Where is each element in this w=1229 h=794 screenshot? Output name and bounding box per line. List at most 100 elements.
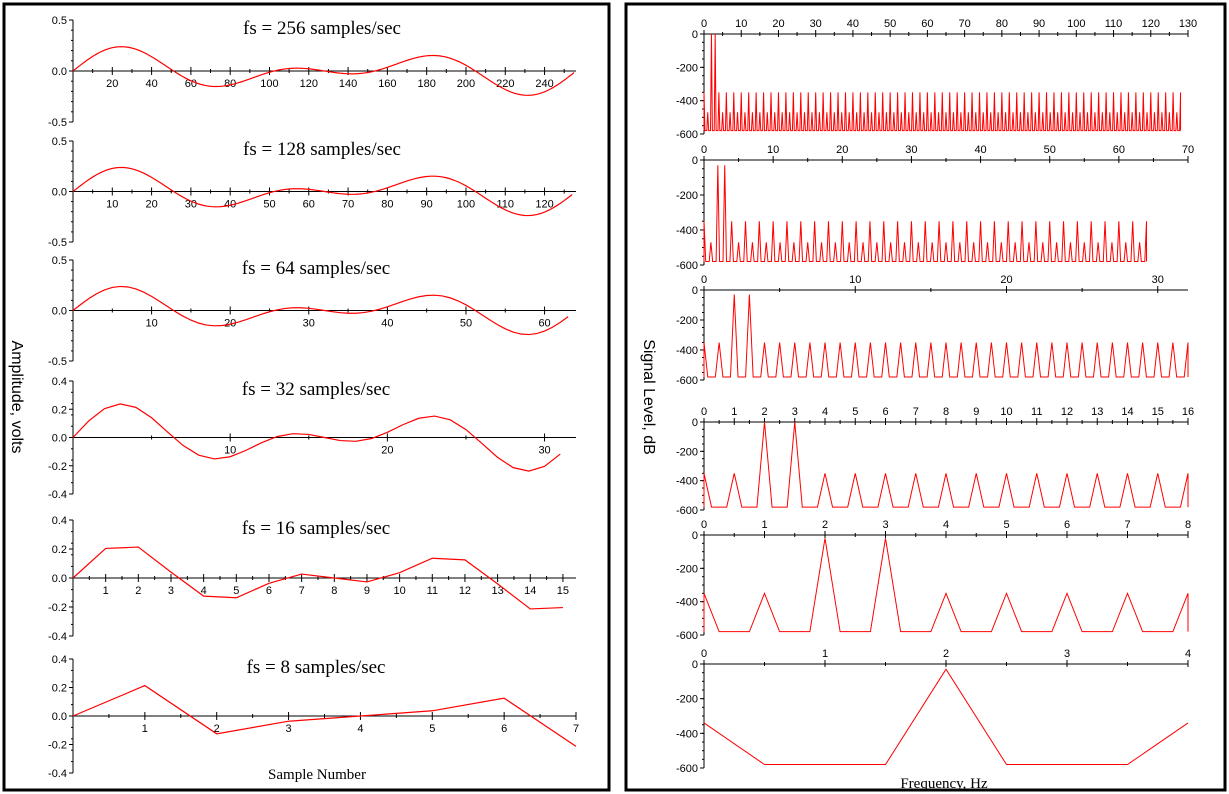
y-tick-label: -400 [676,476,698,488]
x-tick-label: 240 [535,78,553,90]
y-tick-label: 0.5 [52,15,67,27]
x-tick-label: 10 [849,274,861,286]
x-tick-label: 1 [142,723,148,735]
x-tick-label: 10 [145,318,157,330]
right-xlabel: Frequency, Hz [900,776,988,792]
time-chart-6: 0.4 0.2 0.0 -0.2 -0.4 1 2 3 4 5 6 7 fs = 8 samples/s… [48,654,579,780]
spectrum-trace [703,538,1189,633]
time-chart-5: 0.40.20.0-0.2-0.41 2 3 4 5 6 7 8 9 10 11 12 13 14 15fs… [48,515,576,643]
y-tick-label: -400 [676,728,698,740]
y-tick-label: -0.4 [48,631,67,643]
x-tick-label: 10 [393,585,405,597]
chart-title: fs = 128 samples/sec [243,139,401,160]
x-tick-label: 120 [535,199,553,211]
x-tick-label: 10 [735,18,747,30]
left-ylabel: Amplitude, volts [8,341,25,454]
x-tick-label: 4 [943,519,949,531]
chart-title: fs = 32 samples/sec [242,379,390,400]
x-tick-label: 4 [822,406,828,418]
x-tick-label: 14 [524,585,536,597]
y-tick-label: 0.0 [52,711,67,723]
y-tick-label: -600 [676,260,698,272]
y-tick-label: 0.0 [52,433,67,445]
x-tick-label: 11 [427,585,438,597]
x-tick-label: 13 [491,585,503,597]
spectrum-trace [703,165,1148,262]
x-tick-label: 30 [185,199,197,211]
x-tick-label: 130 [1179,18,1197,30]
time-chart-4: 0.4 0.2 0.0 -0.2 -0.4 10 20 30 fs = 32 samples/s… [48,376,576,501]
x-tick-label: 20 [1000,274,1012,286]
x-tick-label: 200 [457,78,475,90]
time-chart-3: 0.5 0.0 -0.5 10 20 30 40 50 60 fs = 64 samples/se… [48,255,576,368]
y-tick-label: -200 [676,190,698,202]
x-tick-label: 40 [974,144,986,156]
x-tick-label: 15 [1152,406,1164,418]
x-tick-label: 9 [364,585,370,597]
y-tick-label: -200 [676,694,698,706]
x-tick-label: 20 [145,199,157,211]
y-tick-label: -0.4 [48,768,67,780]
x-tick-label: 30 [1152,274,1164,286]
chart-title: fs = 256 samples/sec [243,18,401,39]
x-tick-label: 30 [538,445,550,457]
y-tick-label: 0.2 [52,683,67,695]
x-tick-label: 7 [913,406,919,418]
y-tick-label: 0 [692,29,698,41]
plots: 0.50.0-0.520 40 60 80 100 120 140 160 180 200 220 2… [48,15,1197,780]
y-tick-label: 0.0 [52,187,67,199]
y-tick-label: 0 [692,530,698,542]
spectrum-trace [703,421,1189,508]
y-tick-label: 0 [692,659,698,671]
x-tick-label: 2 [214,723,220,735]
y-tick-label: -0.5 [48,117,67,129]
x-tick-label: 40 [224,199,236,211]
y-tick-label: -400 [676,96,698,108]
y-tick-label: 0.2 [52,404,67,416]
y-tick-label: 0 [692,417,698,429]
x-tick-label: 2 [761,406,767,418]
time-chart-2: 0.5 0.0 -0.5 10 20 30 40 50 60 70 80 90 100 110 120 fs … [48,136,576,249]
spectrum-chart-2: 0 -200 -400 -600 0 10 20 30 40 50 60 70 [676,144,1194,272]
signal-trace [72,684,577,747]
x-tick-label: 5 [429,723,435,735]
x-tick-label: 13 [1091,406,1103,418]
x-tick-label: 10 [224,445,236,457]
x-tick-label: 15 [557,585,569,597]
x-tick-label: 5 [233,585,239,597]
spectrum-trace [703,294,1189,378]
x-tick-label: 1 [822,648,828,660]
x-tick-label: 50 [263,199,275,211]
x-tick-label: 0 [701,519,707,531]
x-tick-label: 4 [1185,648,1191,660]
chart-title: fs = 16 samples/sec [242,518,390,539]
chart-title: fs = 8 samples/sec [247,657,386,678]
spectrum-chart-1: 0 -200 -400 -600 0 10 20 30 40 50 60 70 80 90 100 110 12… [676,18,1197,141]
x-tick-label: 6 [1064,519,1070,531]
y-tick-label: 0.4 [52,515,67,527]
x-tick-label: 90 [1033,18,1045,30]
x-tick-label: 6 [266,585,272,597]
y-tick-label: 0.4 [52,376,67,388]
signal-trace [72,46,575,96]
chart-title: fs = 64 samples/sec [242,258,390,279]
x-tick-label: 14 [1121,406,1133,418]
x-tick-label: 110 [1105,18,1123,30]
x-tick-label: 0 [701,648,707,660]
y-tick-label: -400 [676,225,698,237]
y-tick-label: -600 [676,630,698,642]
x-tick-label: 20 [836,144,848,156]
x-tick-label: 8 [943,406,949,418]
x-tick-label: 3 [1064,648,1070,660]
y-tick-label: -200 [676,563,698,575]
x-tick-label: 80 [996,18,1008,30]
x-tick-label: 20 [224,318,236,330]
right-panel-frame [624,2,1227,792]
x-tick-label: 3 [882,519,888,531]
x-tick-label: 7 [299,585,305,597]
x-tick-label: 180 [417,78,435,90]
x-tick-label: 60 [921,18,933,30]
x-tick-label: 6 [501,723,507,735]
y-tick-label: -200 [676,446,698,458]
